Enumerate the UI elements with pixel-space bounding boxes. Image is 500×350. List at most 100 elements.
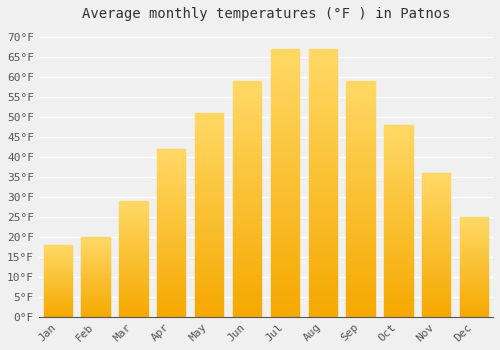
Bar bbox=[346, 199, 375, 204]
Bar bbox=[157, 300, 186, 303]
Bar bbox=[308, 199, 337, 204]
Bar bbox=[270, 70, 299, 76]
Bar bbox=[82, 241, 110, 243]
Bar bbox=[119, 287, 148, 289]
Bar bbox=[82, 240, 110, 241]
Bar bbox=[308, 312, 337, 317]
Bar bbox=[233, 152, 261, 156]
Bar bbox=[157, 226, 186, 230]
Bar bbox=[270, 108, 299, 113]
Bar bbox=[270, 306, 299, 312]
Bar bbox=[384, 232, 412, 236]
Bar bbox=[384, 213, 412, 217]
Bar bbox=[82, 277, 110, 279]
Bar bbox=[82, 291, 110, 293]
Bar bbox=[346, 260, 375, 265]
Bar bbox=[346, 223, 375, 227]
Bar bbox=[44, 285, 72, 287]
Bar bbox=[308, 204, 337, 210]
Bar bbox=[422, 285, 450, 288]
Bar bbox=[119, 301, 148, 303]
Bar bbox=[460, 295, 488, 297]
Bar bbox=[384, 171, 412, 175]
Bar bbox=[233, 95, 261, 100]
Bar bbox=[157, 233, 186, 236]
Bar bbox=[270, 167, 299, 172]
Bar bbox=[119, 231, 148, 233]
Bar bbox=[308, 279, 337, 285]
Bar bbox=[308, 215, 337, 220]
Bar bbox=[44, 255, 72, 257]
Bar bbox=[384, 202, 412, 205]
Bar bbox=[422, 302, 450, 305]
Bar bbox=[195, 244, 224, 247]
Bar bbox=[82, 302, 110, 304]
Bar bbox=[157, 290, 186, 293]
Bar bbox=[270, 285, 299, 290]
Bar bbox=[308, 140, 337, 146]
Bar bbox=[44, 261, 72, 262]
Bar bbox=[460, 229, 488, 231]
Bar bbox=[422, 182, 450, 184]
Bar bbox=[44, 246, 72, 248]
Bar bbox=[422, 199, 450, 202]
Bar bbox=[157, 253, 186, 257]
Bar bbox=[233, 133, 261, 138]
Bar bbox=[422, 179, 450, 182]
Bar bbox=[346, 237, 375, 242]
Bar bbox=[157, 236, 186, 240]
Bar bbox=[270, 113, 299, 119]
Bar bbox=[233, 288, 261, 293]
Bar bbox=[82, 253, 110, 254]
Bar bbox=[346, 138, 375, 142]
Bar bbox=[460, 221, 488, 223]
Bar bbox=[270, 188, 299, 194]
Bar bbox=[233, 204, 261, 208]
Bar bbox=[346, 256, 375, 260]
Bar bbox=[119, 203, 148, 205]
Bar bbox=[82, 290, 110, 291]
Bar bbox=[195, 227, 224, 231]
Bar bbox=[270, 263, 299, 268]
Bar bbox=[195, 231, 224, 235]
Bar bbox=[384, 240, 412, 244]
Bar bbox=[157, 303, 186, 307]
Bar bbox=[233, 307, 261, 312]
Bar bbox=[82, 307, 110, 309]
Bar bbox=[384, 129, 412, 133]
Bar bbox=[422, 314, 450, 317]
Bar bbox=[384, 163, 412, 167]
Bar bbox=[384, 236, 412, 240]
Bar bbox=[270, 103, 299, 108]
Bar bbox=[233, 138, 261, 142]
Bar bbox=[157, 283, 186, 287]
Bar bbox=[82, 248, 110, 250]
Bar bbox=[119, 217, 148, 219]
Bar bbox=[346, 86, 375, 90]
Bar bbox=[270, 156, 299, 161]
Bar bbox=[270, 161, 299, 167]
Bar bbox=[119, 219, 148, 222]
Bar bbox=[195, 256, 224, 260]
Bar bbox=[422, 222, 450, 225]
Bar bbox=[422, 257, 450, 259]
Bar bbox=[384, 205, 412, 209]
Bar bbox=[157, 310, 186, 314]
Bar bbox=[384, 271, 412, 275]
Bar bbox=[270, 49, 299, 54]
Bar bbox=[195, 288, 224, 292]
Bar bbox=[195, 264, 224, 268]
Bar bbox=[157, 250, 186, 253]
Bar bbox=[233, 189, 261, 194]
Bar bbox=[308, 108, 337, 113]
Bar bbox=[195, 154, 224, 158]
Bar bbox=[460, 259, 488, 261]
Bar bbox=[157, 243, 186, 246]
Bar bbox=[346, 284, 375, 288]
Bar bbox=[44, 287, 72, 288]
Bar bbox=[82, 310, 110, 312]
Bar bbox=[346, 293, 375, 298]
Bar bbox=[422, 282, 450, 285]
Bar bbox=[44, 314, 72, 315]
Bar bbox=[346, 270, 375, 274]
